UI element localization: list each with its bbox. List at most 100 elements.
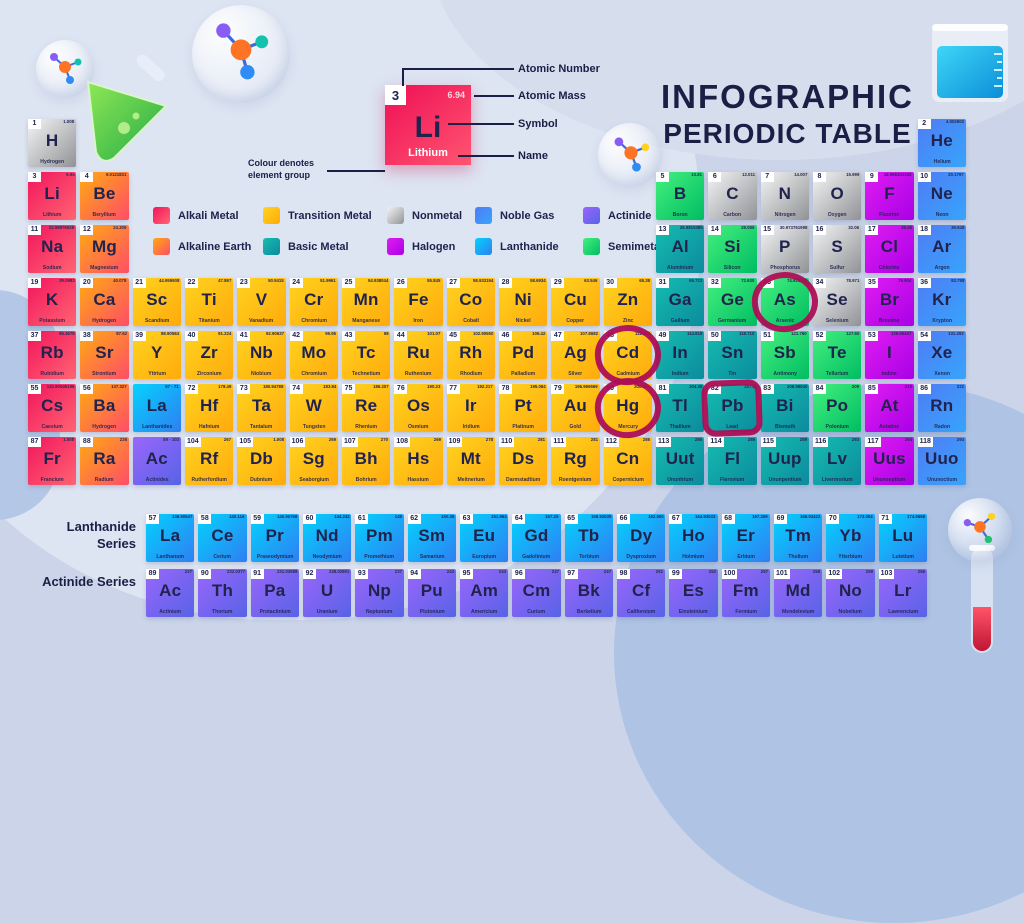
element-symbol: Fl [724,449,741,468]
atomic-mass: 180.94788 [263,385,284,390]
atomic-number: 14 [708,225,722,235]
element-symbol: Cn [616,449,640,468]
legend-label: Alkali Metal [178,209,239,222]
atomic-number: 28 [498,278,512,288]
element-tile-Nb: 41 92.90637 Nb Niobium [237,331,286,379]
atomic-number: 110 [498,437,515,447]
atomic-number: 39 [132,331,146,341]
element-tile-Tm: 69 168.93422 Tm Thulium [773,514,823,562]
legend-item-halogen: Halogen [387,238,475,255]
example-element-name: Lithium [408,147,448,159]
atomic-mass: 289 [747,438,755,443]
element-name: Thorium [212,609,233,615]
atomic-mass: 278 [485,438,493,443]
element-tile-Na: 11 22.98976928 Na Sodium [28,225,77,273]
element-name: Neptunium [366,609,393,615]
atomic-mass: 10.81 [691,173,703,178]
atomic-number: 41 [237,331,251,341]
element-name: Europium [472,554,497,560]
element-tile-Ge: 32 72.630 Ge Germanium [708,278,757,326]
element-name: Carbon [723,212,742,218]
atomic-mass: 51.9961 [320,279,336,284]
atomic-number: 89 [146,569,159,579]
element-tile-I: 53 126.90447 I Iodine [865,331,914,379]
atomic-mass: 286 [695,438,703,443]
atomic-mass: 63.546 [584,279,598,284]
flask-icon [86,54,168,162]
atomic-number: 118 [917,437,933,447]
legend-item-actinide: Actinide [583,207,683,224]
atomic-number: 75 [341,384,355,394]
atomic-number: 23 [237,278,251,288]
element-symbol: Es [682,581,705,600]
atomic-number: 85 [865,384,879,394]
element-symbol: Db [249,449,274,468]
element-symbol: Na [41,237,64,256]
element-symbol: Te [827,343,847,362]
atomic-mass: 18.998403163 [884,173,912,178]
atomic-mass: 118.710 [739,332,755,337]
element-symbol: B [673,184,687,203]
element-symbol: P [779,237,791,256]
atomic-number: 8 [812,172,826,182]
element-tile-Sn: 50 118.710 Sn Tin [708,331,757,379]
atomic-mass: 20.1797 [948,173,964,178]
element-tile-Y: 39 88.90584 Y Yttrium [132,331,181,379]
atomic-mass: 174.9668 [906,515,925,520]
element-symbol: Rf [199,449,219,468]
element-tile-Bk: 97 247 Bk Berkelium [564,569,613,617]
element-tile-Ta: 73 180.94788 Ta Tantalum [237,384,286,432]
atomic-number: 91 [250,569,264,579]
legend-swatch-basicmetal [263,238,280,255]
element-name: Livermorium [821,477,853,483]
atomic-mass: 294 [956,438,964,443]
element-name: Neodymium [312,554,342,560]
element-name: Sulfur [829,265,845,271]
element-name: Astatine [879,424,900,430]
molecule-icon [963,512,996,544]
element-tile-Ba: 56 137.327 Ba Hydrogen [80,384,129,432]
element-symbol: Md [785,581,811,600]
element-name: Hafnium [198,424,220,430]
element-name: Gallium [670,318,690,324]
atomic-mass: 289 [799,438,807,443]
element-name: Hydrogen [92,318,117,324]
atomic-number: 26 [394,278,408,288]
atomic-number: 108 [394,437,411,447]
element-name: Flerovium [720,477,745,483]
element-tile-Pd: 46 106.42 Pd Palladium [498,331,548,379]
callout-line-note [327,170,385,172]
atomic-number: 11 [28,225,41,235]
atomic-mass: 126.90447 [891,332,912,337]
atomic-mass: 101.07 [427,332,441,337]
element-name: Francium [40,477,64,483]
atomic-number: 38 [80,331,94,341]
atomic-mass: 88.90584 [160,332,179,337]
atomic-number: 116 [812,437,829,447]
element-symbol: Cs [41,396,64,415]
element-tile-Cs: 55 132.90545196 Cs Caesium [28,384,77,432]
element-symbol: Ac [159,581,182,600]
element-symbol: Pd [512,343,535,362]
legend-item-transition: Transition Metal [263,207,387,224]
legend: Alkali Metal Transition Metal Nonmetal Nobl… [153,202,683,264]
atomic-mass: 183.84 [322,385,336,390]
element-symbol: Mo [301,343,327,362]
main-grid: 1 1.008 H Hydrogen 2 4.002602 He Helium 3 6.94 Li L… [28,119,966,485]
element-symbol: Hg [616,396,640,415]
callout-line-atomic-number-vertical [402,68,404,86]
element-name: Nitrogen [774,212,796,218]
atomic-number: 5 [655,172,669,182]
atomic-number: 20 [80,278,94,288]
atomic-number: 86 [917,384,931,394]
element-symbol: Hf [199,396,219,415]
atomic-number: 94 [407,569,421,579]
atomic-number: 99 [669,569,683,579]
atomic-number: 43 [341,331,355,341]
element-name: Zinc [622,318,634,324]
element-tile-Hf: 72 178.49 Hf Hafnium [184,384,234,432]
element-tile-Si: 14 28.085 Si Silicon [708,225,757,273]
atomic-mass: 227 [185,570,193,575]
element-tile-Xe: 54 131.293 Xe Xenon [917,331,966,379]
element-symbol: Li [44,184,60,203]
